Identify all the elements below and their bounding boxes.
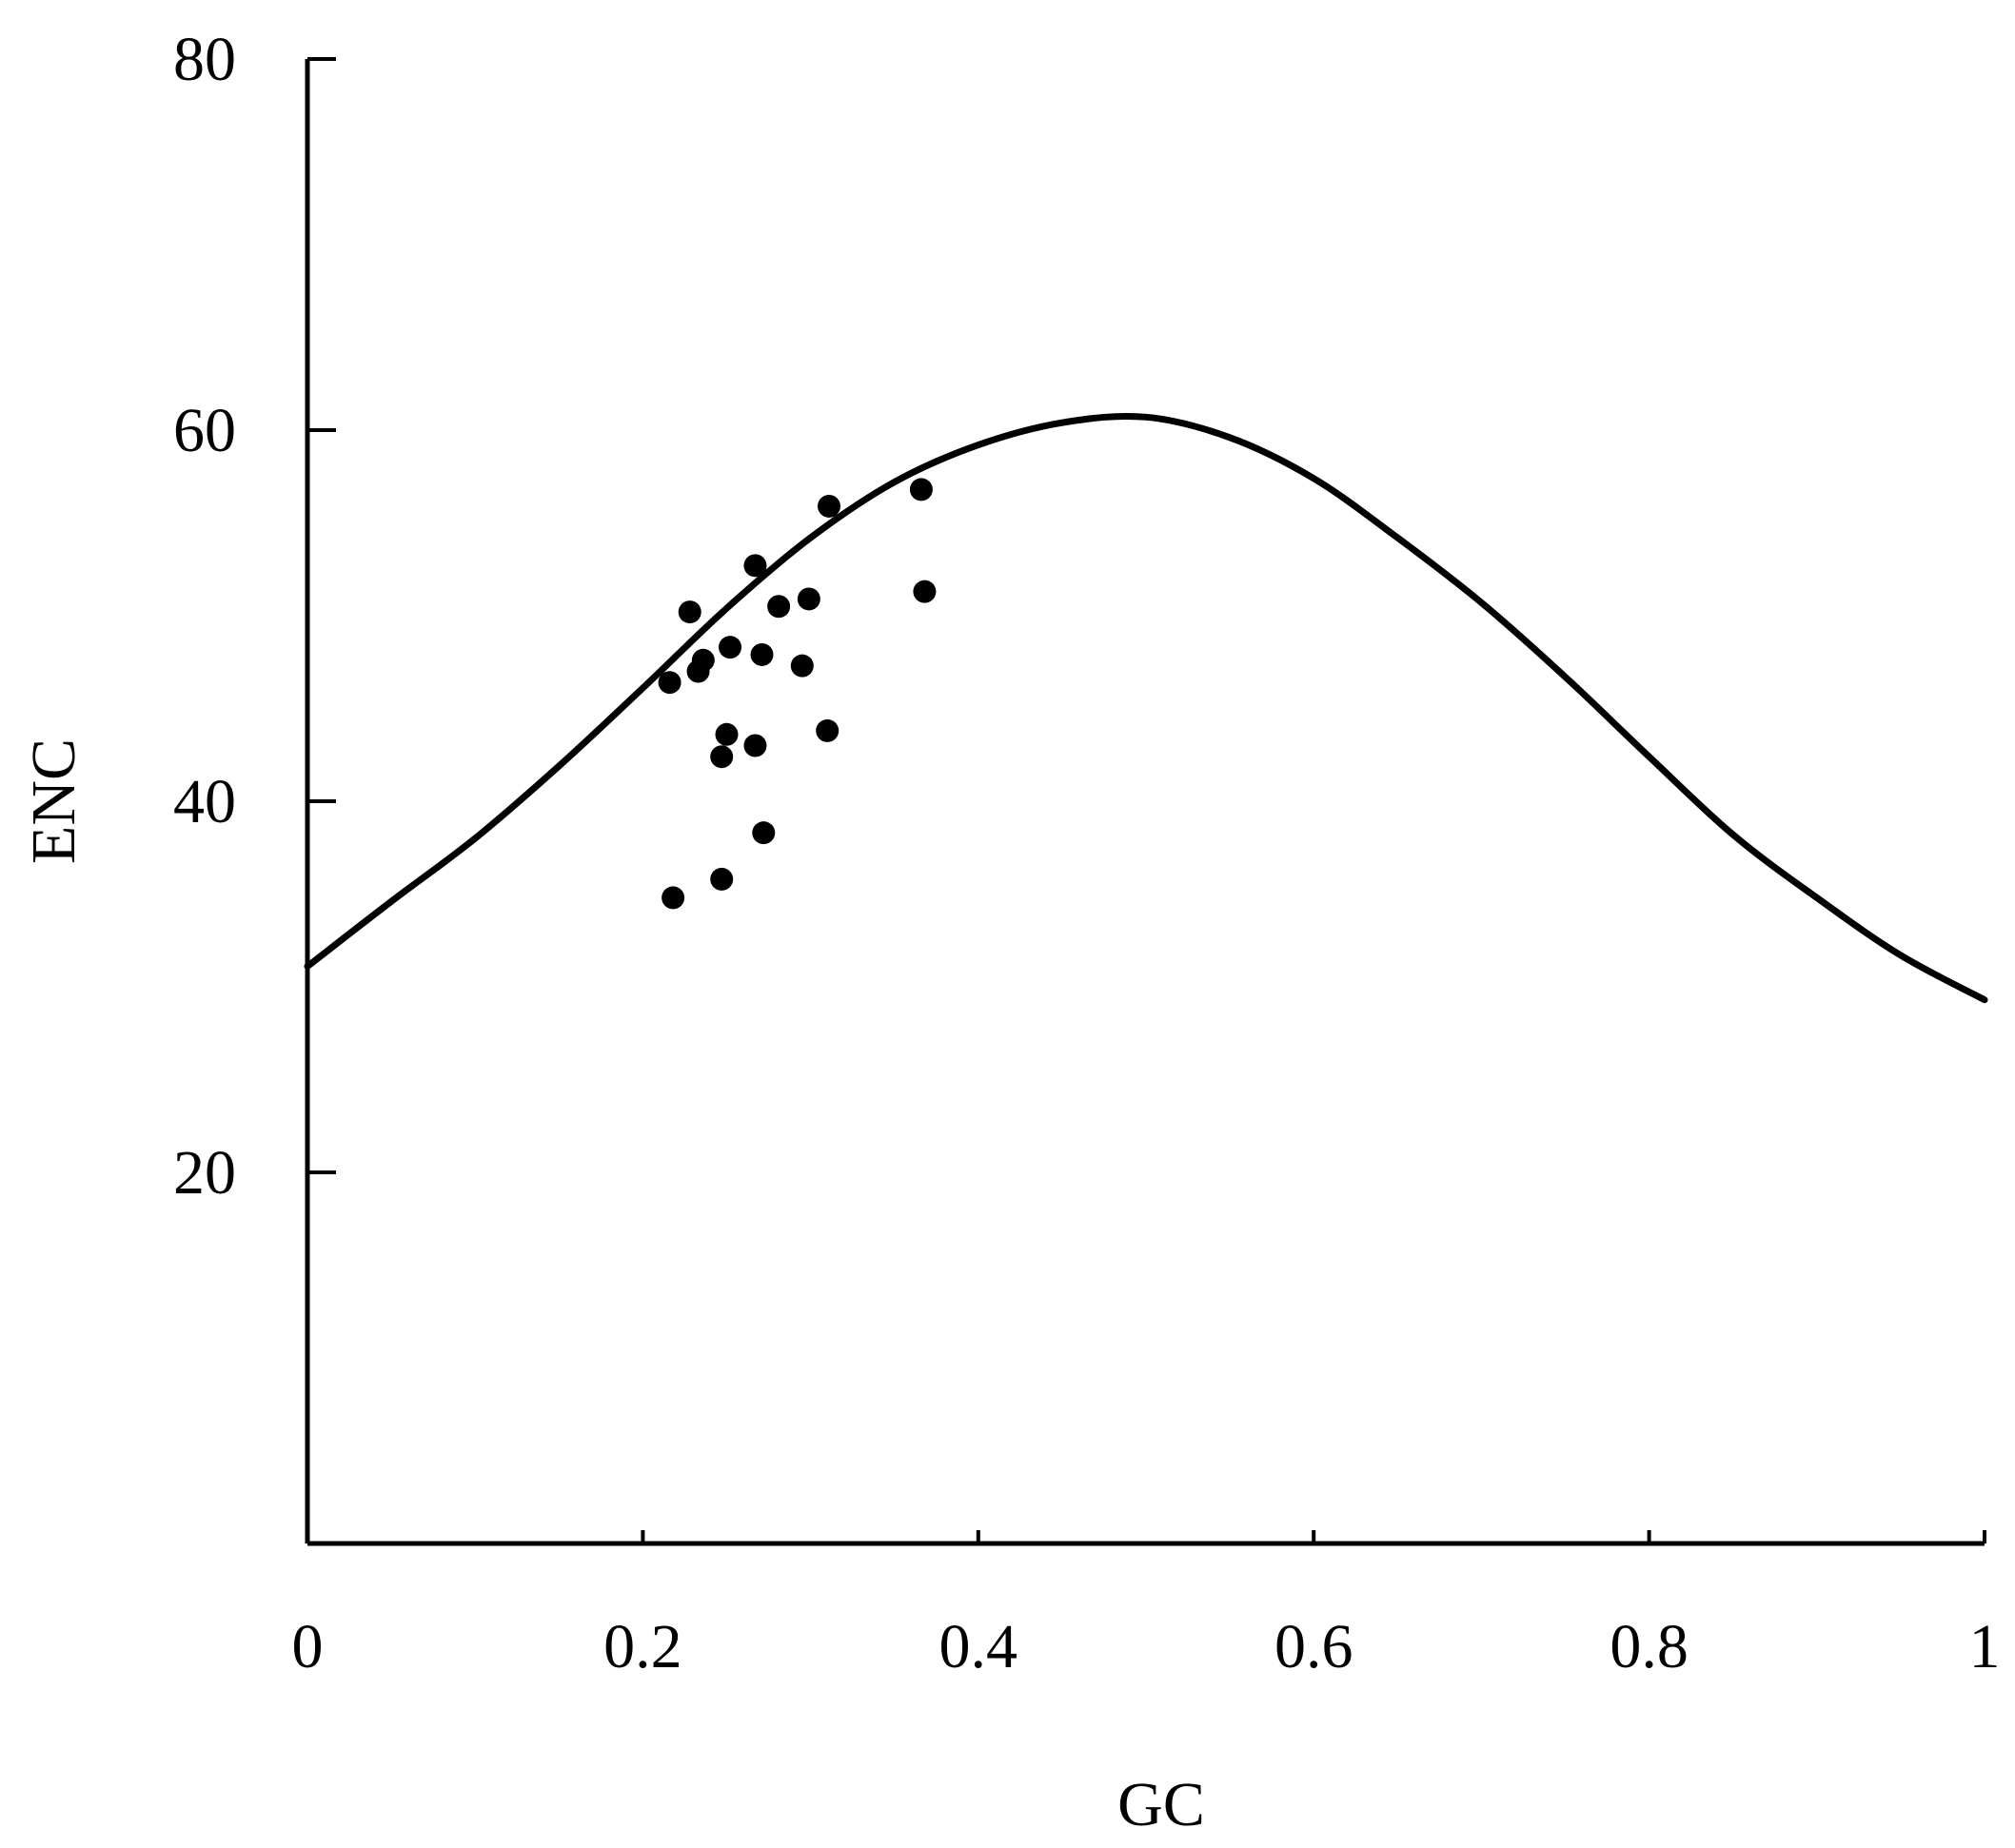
scatter-point — [790, 654, 814, 678]
scatter-point — [750, 642, 774, 666]
scatter-point — [691, 648, 715, 672]
y-tick-label: 40 — [173, 767, 236, 836]
scatter-point — [678, 600, 701, 624]
expected-enc-curve — [304, 412, 1988, 1004]
scatter-point — [767, 595, 791, 619]
y-tick-label: 20 — [173, 1138, 236, 1208]
tick-labels: 0 0.2 0.4 0.6 0.8 1 20 40 60 80 — [173, 25, 2001, 1681]
scatter-point — [743, 734, 767, 757]
x-tick-label: 1 — [1969, 1612, 2001, 1681]
x-tick-label: 0.6 — [1274, 1612, 1353, 1681]
scatter-point — [719, 636, 742, 659]
y-axis-title: ENC — [19, 738, 89, 864]
x-tick-label: 0.2 — [603, 1612, 682, 1681]
scatter-point — [752, 821, 776, 845]
scatter-point — [816, 718, 840, 742]
scatter-point — [909, 478, 933, 501]
y-tick-label: 80 — [173, 25, 236, 94]
scatter-point — [797, 587, 820, 611]
scatter-point — [913, 580, 937, 603]
scatter-point — [710, 745, 734, 769]
scatter-point — [715, 722, 739, 746]
axes — [305, 59, 1985, 1546]
scatter-point — [817, 494, 840, 518]
scatter-point — [710, 867, 734, 891]
x-tick-label: 0.8 — [1610, 1612, 1689, 1681]
scatter-point — [662, 886, 685, 910]
tick-marks — [306, 57, 1986, 1543]
scatter-point — [658, 671, 682, 695]
data-points — [658, 478, 937, 910]
x-tick-label: 0.4 — [939, 1612, 1018, 1681]
scatter-point — [743, 554, 767, 578]
x-tick-label: 0 — [292, 1612, 324, 1681]
y-tick-label: 60 — [173, 396, 236, 465]
x-axis-title: GC — [1117, 1770, 1205, 1839]
